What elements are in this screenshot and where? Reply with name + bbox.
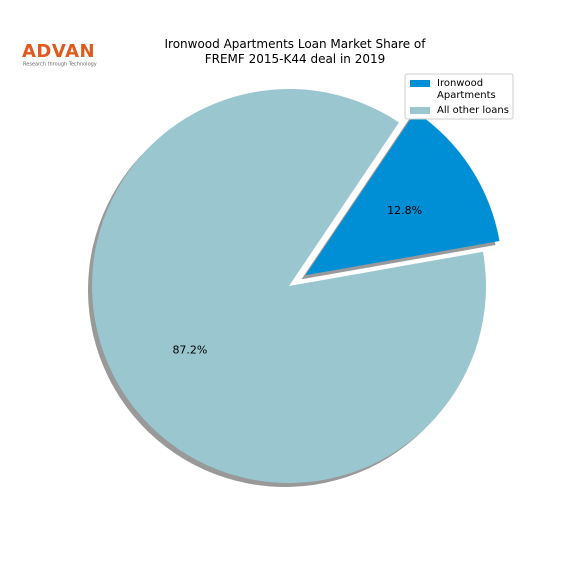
chart-title: Ironwood Apartments Loan Market Share of…: [164, 37, 426, 66]
legend-label: All other loans: [437, 105, 509, 116]
legend-swatch: [410, 107, 430, 114]
wedge: [305, 111, 500, 276]
legend: Ironwood Apartments All other loans: [404, 73, 514, 120]
legend-label: Ironwood Apartments: [437, 78, 496, 101]
value-label: 87.2%: [172, 343, 207, 356]
wedges: 12.8% 87.2%: [91, 88, 500, 484]
chart-title-text: Ironwood Apartments Loan Market Share of…: [164, 37, 426, 66]
value-label: 12.8%: [387, 204, 422, 217]
logo-name: ADVAN: [22, 41, 95, 62]
logo-tagline: Research through Technology: [23, 62, 97, 68]
wedge: [91, 88, 486, 484]
legend-swatch: [410, 80, 430, 87]
legend-box: [404, 73, 514, 120]
